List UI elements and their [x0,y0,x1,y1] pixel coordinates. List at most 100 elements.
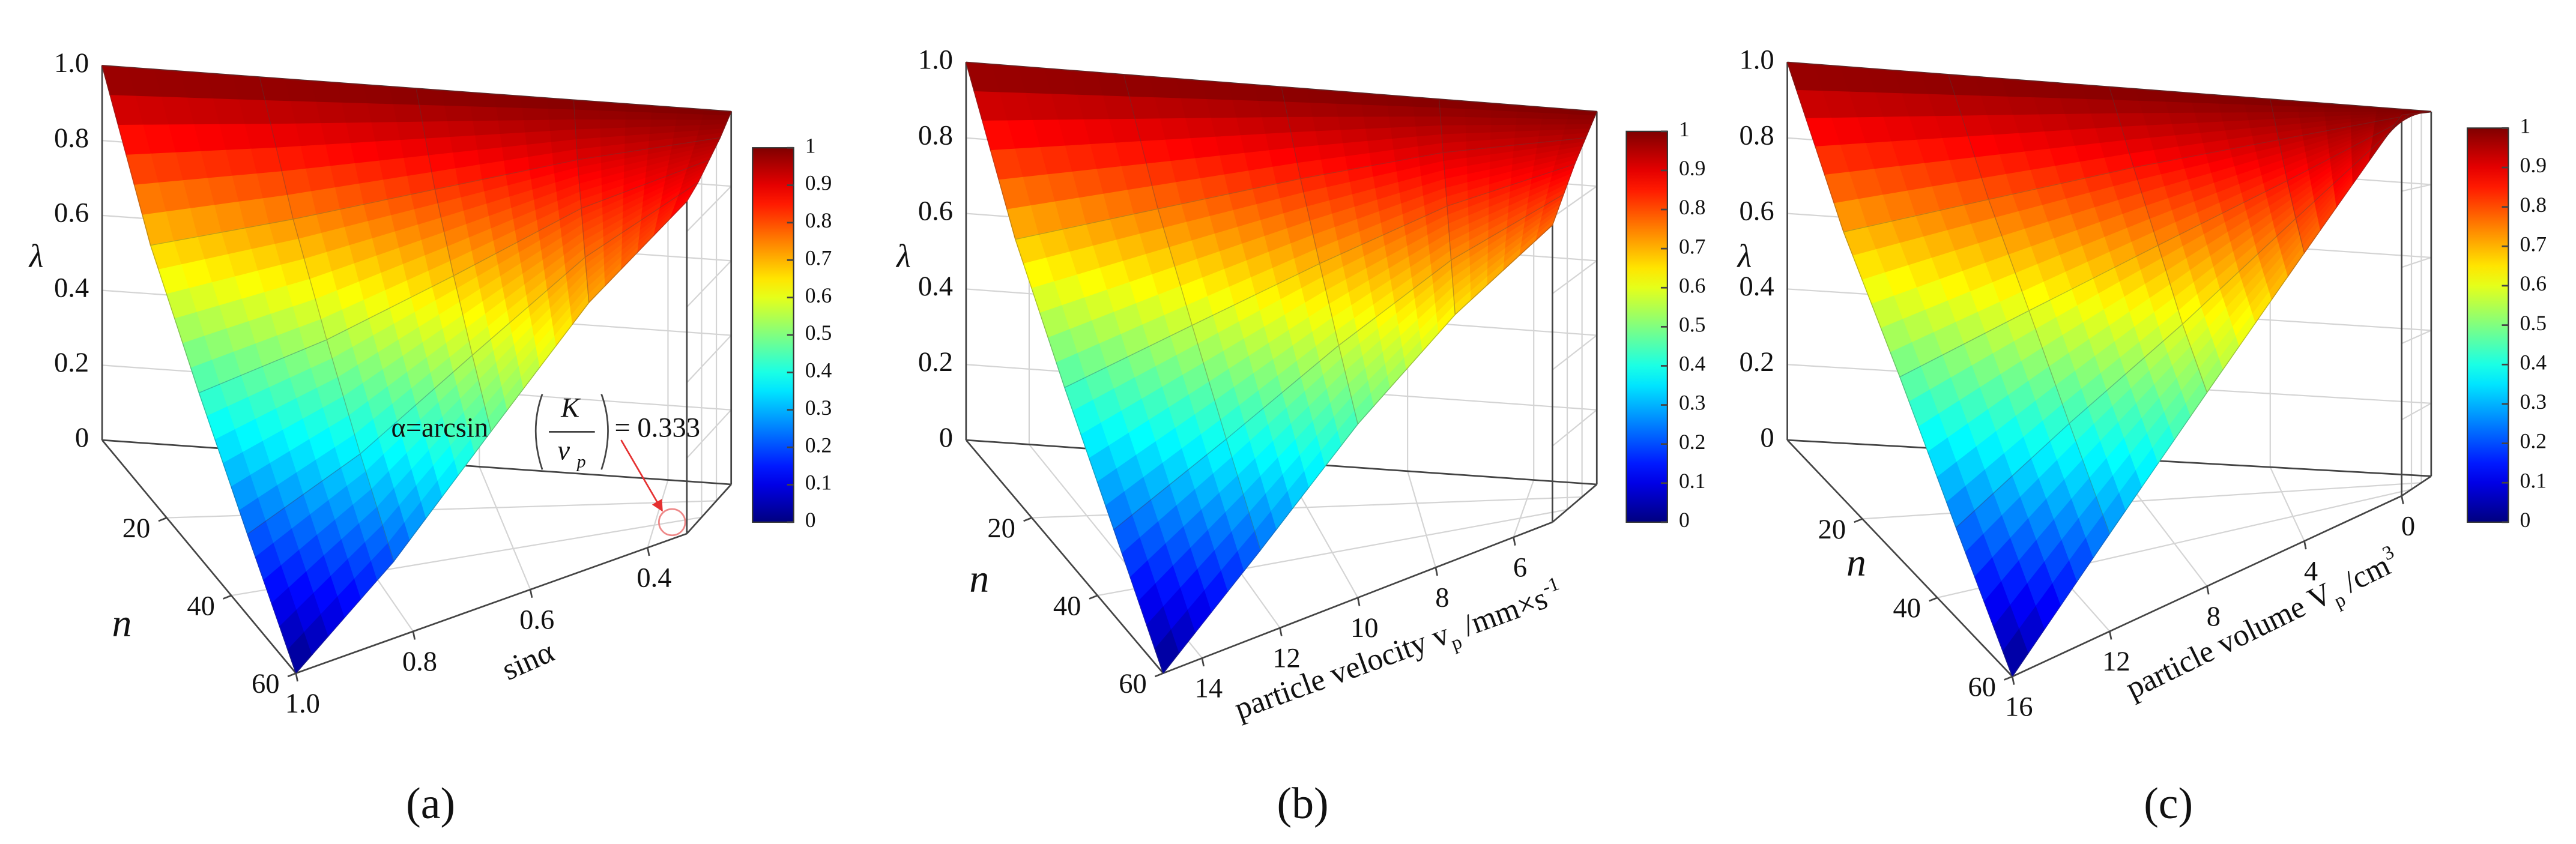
paren [600,394,609,470]
grid-line [2401,402,2432,421]
colorbar-tick-label: 0.1 [1679,469,1705,493]
surface-patch [1228,82,1260,102]
surface-patch [2271,105,2300,113]
surface-patch [670,197,689,219]
x-axis-label-part: particle volume V [2121,576,2338,705]
colorbar-tick-label: 0.3 [2520,390,2547,414]
surface-patch [2142,113,2174,127]
x-axis-label: sinα [497,635,559,687]
surface-patch [650,112,679,121]
surface-patch [1202,80,1234,101]
surface-patch [1465,117,1492,127]
z-tick-label: 0.8 [1740,120,1774,151]
surface-patch [2086,98,2118,115]
z-axis-label: λ [1737,238,1752,274]
surface-patch [371,122,402,143]
annotation-subscript: p [576,451,586,471]
y-tick-label: 40 [1053,591,1081,622]
surface-patch [1490,110,1518,119]
grid-line [1552,334,1597,370]
colorbar-tick-label: 0.6 [1679,273,1705,297]
surface-patch [367,103,398,124]
surface-patch [346,122,376,144]
panel-label: (b) [1277,779,1329,828]
x-tick-label: 6 [1513,552,1527,583]
colorbar-tick-label: 0.4 [2520,350,2547,374]
x-tick [2206,586,2210,595]
x-tick [2109,631,2112,640]
surface-patch [396,121,426,141]
annotation-denominator: v [557,436,570,466]
x-tick [412,631,416,640]
y-tick [223,594,232,600]
surface-patch [422,121,452,140]
surface-patch [1206,99,1238,119]
x-tick [1201,658,1205,667]
surface-patch [2064,113,2097,131]
z-tick-label: 1.0 [54,48,89,79]
x-tick-label: 16 [2005,692,2033,722]
x-tick [647,547,650,556]
axis-line [686,484,732,534]
x-axis-label-part: sinα [497,635,559,687]
grid-line [1552,185,1597,219]
surface-patch [470,106,500,122]
surface-patch [1313,116,1342,133]
surface-patch [1535,218,1556,242]
z-tick-label: 0.2 [918,347,953,378]
axis-line [2401,475,2432,497]
surface-patch [389,86,420,106]
surface-patch [1361,104,1391,118]
surface-patch [1465,109,1492,119]
surface-patch [337,82,369,104]
grid-line [686,185,732,232]
z-tick-label: 0 [939,423,953,453]
surface-patch [419,104,449,123]
surface-patch [2297,106,2326,113]
paren [534,394,543,470]
colorbar-tick-label: 0.8 [1679,195,1705,219]
x-tick-label: 14 [1195,674,1223,704]
y-tick-label: 20 [987,513,1015,544]
x-tick [1435,567,1438,576]
colorbar-tick-label: 0.5 [1679,313,1705,337]
y-tick [1854,518,1863,523]
surface-patch [1181,98,1212,119]
surface-patch [600,119,627,130]
surface-patch [701,114,730,121]
surface-patch [1413,106,1441,118]
colorbar-tick-label: 0.9 [1679,156,1705,180]
annotation-circle [658,508,686,537]
grid-line [686,334,732,384]
z-axis-label: λ [28,238,44,274]
y-tick [1154,672,1164,678]
annotation-text: α=arcsin [391,412,488,443]
surface-patch [325,143,356,167]
surface-patch [1236,117,1267,136]
z-axis-label: λ [895,238,911,274]
grid-line [1513,480,1535,538]
x-tick-label: 0 [2401,511,2415,541]
colorbar-tick-label: 1 [1679,117,1690,141]
x-tick-label: 0.8 [402,647,437,677]
y-tick-label: 20 [1818,514,1846,545]
surface-patch [1232,100,1263,119]
colorbar-tick-label: 0.2 [805,433,832,457]
z-tick-label: 0.6 [918,196,953,226]
grid-line [1552,409,1597,447]
x-axis-label: particle volume Vp /cm3 [2119,541,2407,711]
x-tick [1513,537,1516,546]
surface-patch [1565,119,1594,125]
annotation-value: = 0.333 [614,412,700,443]
surface-patch [425,137,454,157]
surface-patch [1310,103,1340,118]
z-tick-label: 0.4 [54,273,89,303]
z-tick-label: 0 [1760,423,1774,453]
surface-patch [676,113,704,121]
surface-patch [1414,116,1442,128]
surface-patch [498,120,527,135]
surface-patch [416,88,446,107]
surface-patch [1185,118,1217,139]
y-tick-label: 40 [187,591,215,622]
axis-line [1552,483,1598,523]
